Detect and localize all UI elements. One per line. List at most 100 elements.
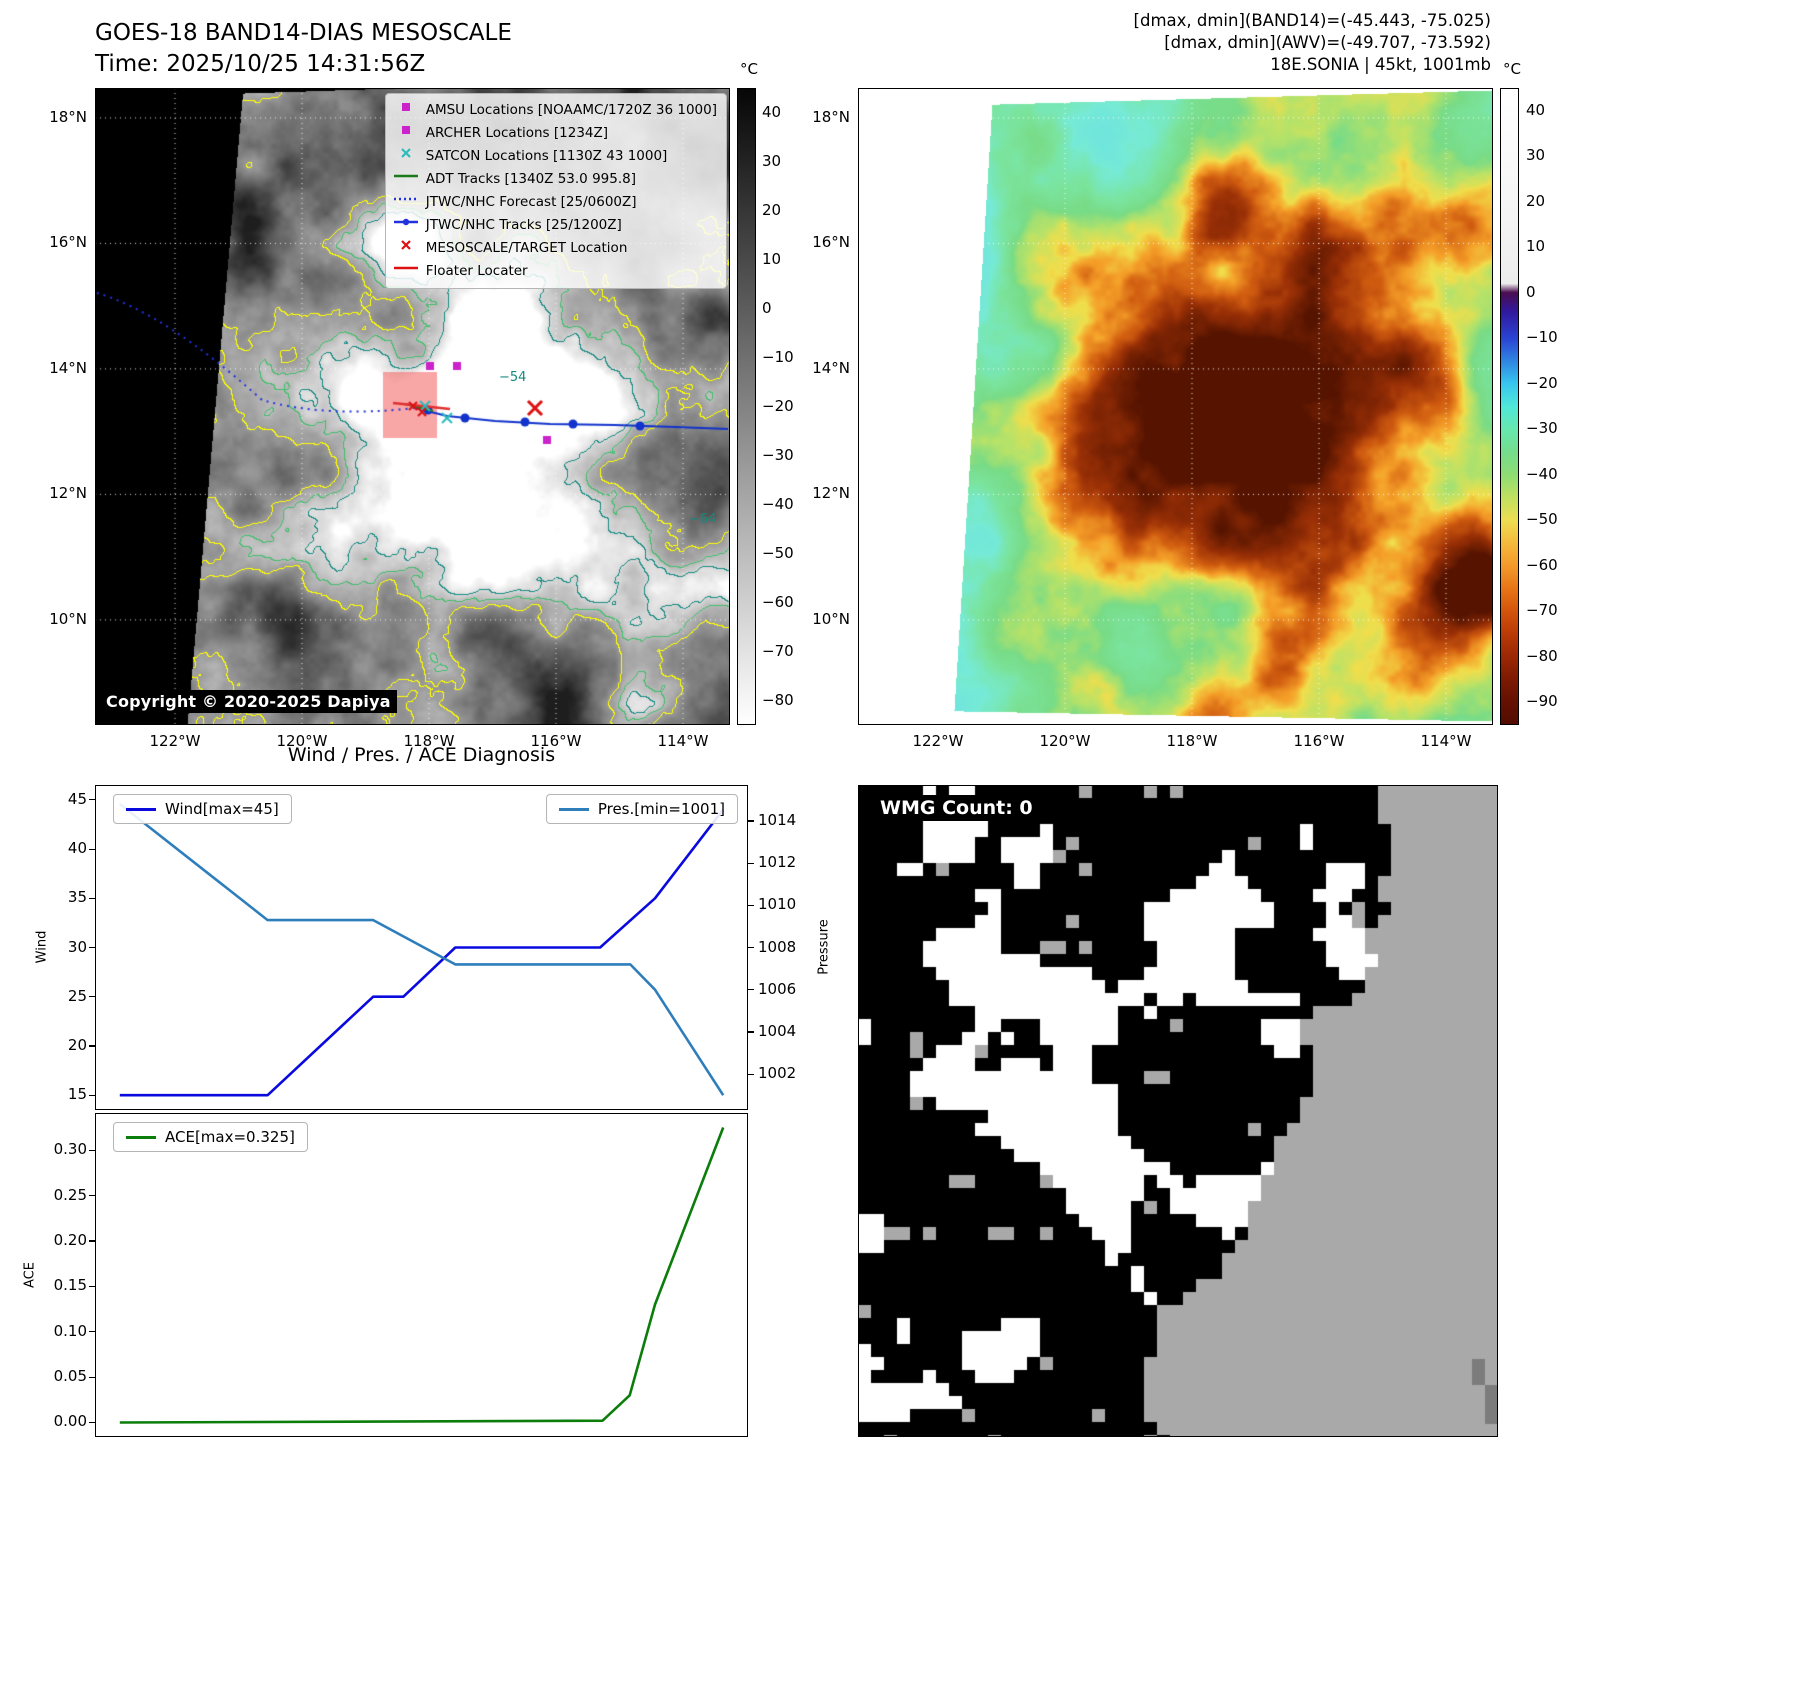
contour-label-54: −54	[499, 370, 527, 385]
ace-chart: ACE[max=0.325]	[95, 1113, 748, 1437]
legend-label: MESOSCALE/TARGET Location	[425, 240, 628, 256]
legend-item: AMSU Locations [NOAAMC/1720Z 36 1000]	[393, 99, 717, 122]
colorbar-tick-label: −70	[1526, 601, 1558, 620]
lat-tick-label: 16°N	[49, 233, 87, 252]
square-marker-icon	[393, 99, 419, 122]
lon-tick-label: 120°W	[1039, 732, 1091, 750]
colorbar-tick-label: −20	[1526, 373, 1558, 392]
line-marker-icon	[393, 260, 419, 283]
colorbar-tick-label: −80	[1526, 646, 1558, 665]
series-line	[119, 808, 725, 1097]
square-marker-icon	[393, 122, 419, 145]
chart-plot-area	[95, 785, 748, 1110]
colorbar-tick-label: −20	[762, 396, 794, 415]
legend-label: AMSU Locations [NOAAMC/1720Z 36 1000]	[425, 102, 717, 118]
wind-tick-label: 45	[67, 789, 87, 808]
awv-satellite-image	[858, 88, 1493, 725]
awv-colorbar-unit: °C	[1503, 60, 1521, 78]
legend-label: Pres.[min=1001]	[597, 800, 725, 818]
ace-tick-label: 0.25	[53, 1185, 87, 1204]
lon-tick-label: 118°W	[1166, 732, 1218, 750]
legend-line-swatch	[126, 1135, 156, 1139]
awv-colorbar	[1500, 88, 1519, 725]
colorbar-tick-label: −10	[762, 347, 794, 366]
band14-title-block: GOES-18 BAND14-DIAS MESOSCALE Time: 2025…	[95, 18, 512, 80]
pressure-tick-label: 1008	[758, 937, 797, 956]
wmg-panel: WMG Count: 0	[858, 785, 1498, 1437]
lat-tick-label: 10°N	[49, 609, 87, 628]
colorbar-tick-label: −50	[1526, 510, 1558, 529]
legend-item: ADT Tracks [1340Z 53.0 995.8]	[393, 168, 717, 191]
lon-tick-label: 116°W	[530, 732, 582, 750]
tick-mark	[89, 799, 95, 801]
colorbar-tick-label: −30	[1526, 419, 1558, 438]
lat-tick-label: 18°N	[49, 107, 87, 126]
pressure-tick-label: 1014	[758, 810, 797, 829]
colorbar-tick-label: −50	[762, 543, 794, 562]
tick-mark	[89, 947, 95, 949]
series-line	[119, 1127, 725, 1424]
chart-legend: Pres.[min=1001]	[545, 794, 738, 824]
tick-mark	[89, 1045, 95, 1047]
tick-mark	[89, 1195, 95, 1197]
tick-mark	[89, 1331, 95, 1333]
band14-time: Time: 2025/10/25 14:31:56Z	[95, 51, 426, 77]
band14-title: GOES-18 BAND14-DIAS MESOSCALE	[95, 20, 512, 46]
lat-tick-label: 14°N	[812, 358, 850, 377]
contour-label-64: −64	[689, 512, 717, 527]
lat-tick-label: 10°N	[812, 609, 850, 628]
tick-mark	[748, 862, 754, 864]
colorbar-tick-label: −60	[1526, 555, 1558, 574]
legend-line-swatch	[126, 807, 156, 811]
wmg-image	[858, 785, 1498, 1437]
colorbar-tick-label: −30	[762, 445, 794, 464]
wind-pressure-chart: Wind[max=45] Pres.[min=1001]	[95, 785, 748, 1110]
wind-tick-label: 15	[67, 1085, 87, 1104]
pressure-tick-label: 1006	[758, 979, 797, 998]
chart-legend: Wind[max=45]	[113, 794, 292, 824]
lat-tick-label: 18°N	[812, 107, 850, 126]
band14-colorbar-unit: °C	[740, 60, 758, 78]
tick-mark	[89, 1240, 95, 1242]
lon-tick-label: 114°W	[1420, 732, 1472, 750]
awv-header-block: [dmax, dmin](BAND14)=(-45.443, -75.025) …	[1134, 10, 1491, 76]
band14-colorbar	[737, 88, 756, 725]
colorbar-tick-label: 0	[1526, 282, 1536, 301]
tick-mark	[89, 1094, 95, 1096]
ace-tick-label: 0.10	[53, 1321, 87, 1340]
lon-tick-label: 114°W	[657, 732, 709, 750]
lat-tick-label: 16°N	[812, 233, 850, 252]
legend-item: JTWC/NHC Tracks [25/1200Z]	[393, 214, 717, 237]
legend-label: Wind[max=45]	[165, 800, 279, 818]
wind-tick-label: 30	[67, 937, 87, 956]
legend-label: ARCHER Locations [1234Z]	[425, 125, 609, 141]
x-marker-icon	[393, 237, 419, 260]
series-line	[118, 802, 725, 1096]
colorbar-tick-label: 0	[762, 298, 772, 317]
awv-header-line-2: [dmax, dmin](AWV)=(-49.707, -73.592)	[1164, 33, 1491, 52]
pressure-tick-label: 1004	[758, 1021, 797, 1040]
legend-line-swatch	[558, 807, 589, 811]
line-dot-marker-icon	[393, 214, 419, 237]
legend-label: JTWC/NHC Tracks [25/1200Z]	[425, 217, 622, 233]
colorbar-tick-label: −10	[1526, 328, 1558, 347]
lon-tick-label: 122°W	[149, 732, 201, 750]
colorbar-tick-label: 40	[762, 102, 782, 121]
legend-label: ACE[max=0.325]	[165, 1128, 295, 1146]
line-marker-icon	[393, 168, 419, 191]
lat-tick-label: 12°N	[812, 484, 850, 503]
colorbar-tick-label: 20	[762, 200, 782, 219]
wind-tick-label: 40	[67, 839, 87, 857]
ace-tick-label: 0.05	[53, 1367, 87, 1386]
tick-mark	[89, 897, 95, 899]
wmg-count-label: WMG Count: 0	[872, 795, 1041, 821]
pressure-tick-label: 1002	[758, 1064, 797, 1083]
tick-mark	[748, 820, 754, 822]
lon-tick-label: 120°W	[276, 732, 328, 750]
band14-map-panel: AMSU Locations [NOAAMC/1720Z 36 1000] ARC…	[95, 88, 730, 725]
legend-item: MESOSCALE/TARGET Location	[393, 237, 717, 260]
legend-item: JTWC/NHC Forecast [25/0600Z]	[393, 191, 717, 214]
tick-mark	[89, 1149, 95, 1151]
colorbar-tick-label: 40	[1526, 100, 1546, 119]
